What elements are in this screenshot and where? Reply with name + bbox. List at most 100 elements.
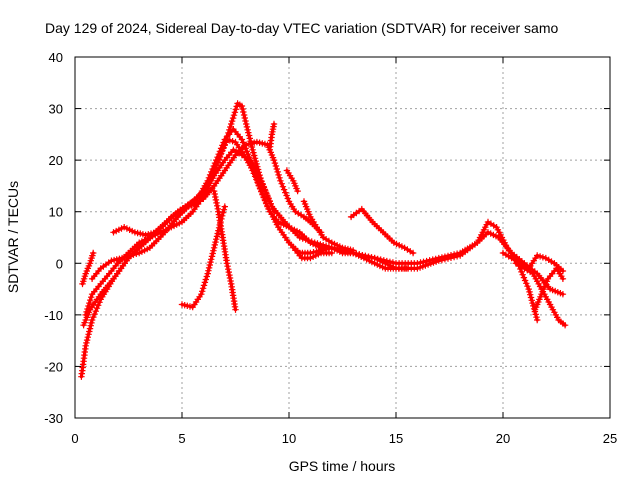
series-markers-track-15 [512, 260, 569, 329]
data-point [519, 271, 526, 278]
data-point [210, 247, 217, 254]
data-point [82, 311, 89, 319]
data-point [453, 250, 461, 257]
data-point [534, 252, 541, 259]
data-point [85, 331, 92, 338]
data-point [266, 146, 273, 153]
data-point [86, 299, 93, 307]
data-point [444, 252, 452, 260]
data-point [249, 146, 256, 153]
x-tick-label: 15 [389, 431, 403, 446]
data-point [221, 142, 228, 149]
data-point [205, 267, 212, 274]
data-point [243, 123, 251, 131]
data-point [208, 253, 216, 260]
data-point [259, 190, 266, 198]
data-point [242, 117, 249, 125]
data-point [245, 132, 253, 139]
data-point [232, 306, 239, 313]
data-point [438, 254, 446, 261]
data-point [198, 291, 205, 298]
data-point [213, 233, 221, 240]
data-point [223, 260, 231, 267]
data-point [211, 241, 218, 249]
data-point [257, 175, 264, 182]
data-point [534, 316, 541, 324]
data-point [91, 310, 98, 318]
data-point [83, 308, 90, 316]
data-point [88, 316, 96, 324]
data-point [209, 250, 216, 257]
data-point [447, 252, 455, 259]
data-point [270, 208, 278, 215]
data-point [262, 199, 270, 207]
data-point [130, 251, 137, 258]
data-point [188, 201, 196, 208]
data-point [231, 109, 239, 116]
data-point [386, 258, 394, 265]
series-markers-track-16 [531, 265, 567, 313]
x-tick-label: 5 [178, 431, 185, 446]
y-tick-label: 30 [49, 102, 63, 117]
data-point [220, 145, 227, 152]
data-point [93, 305, 101, 312]
data-point [520, 274, 528, 281]
data-point [218, 148, 226, 155]
data-point [271, 159, 279, 167]
data-point [226, 137, 233, 144]
data-point [240, 111, 248, 119]
data-point [87, 296, 94, 304]
data-point [524, 283, 531, 290]
data-point [183, 203, 190, 210]
y-tick-label: 0 [56, 256, 63, 271]
data-point [380, 257, 387, 264]
data-point [403, 265, 410, 272]
data-point [84, 334, 91, 341]
data-point [204, 270, 211, 277]
data-point [232, 106, 239, 113]
data-point [536, 253, 544, 260]
data-point [294, 187, 301, 195]
data-point [185, 202, 193, 209]
data-point [260, 193, 267, 201]
data-point [559, 291, 567, 298]
data-point [199, 285, 207, 292]
data-point [423, 257, 430, 265]
data-point [350, 247, 357, 254]
data-point [88, 319, 95, 327]
data-point [207, 258, 214, 266]
data-point [525, 285, 532, 293]
data-point [221, 203, 228, 210]
data-point [328, 249, 335, 257]
data-point [216, 154, 223, 161]
data-point [262, 187, 269, 194]
data-point [85, 302, 92, 310]
data-point [414, 260, 421, 267]
data-point [258, 178, 265, 185]
series-markers-track-8 [210, 187, 239, 313]
data-point [222, 139, 229, 146]
data-point [241, 114, 248, 122]
series-markers-track-6 [79, 249, 97, 288]
x-tick-label: 10 [282, 431, 296, 446]
data-point [383, 257, 390, 265]
data-point [220, 206, 228, 213]
series-layer [78, 100, 569, 380]
data-point [230, 112, 238, 119]
data-point [251, 152, 258, 159]
data-point [527, 294, 535, 301]
data-point [90, 249, 97, 257]
x-tick-label: 20 [496, 431, 510, 446]
data-point [527, 291, 534, 298]
data-point [214, 230, 221, 237]
data-point [251, 155, 259, 162]
x-axis-title: GPS time / hours [289, 458, 396, 474]
data-point [244, 126, 251, 133]
series-markers-track-11 [300, 198, 357, 254]
data-point [199, 288, 206, 295]
data-point [86, 328, 93, 335]
data-point [276, 174, 283, 181]
data-point [377, 256, 384, 263]
series-markers-track-7 [178, 203, 228, 311]
data-point [243, 148, 250, 155]
